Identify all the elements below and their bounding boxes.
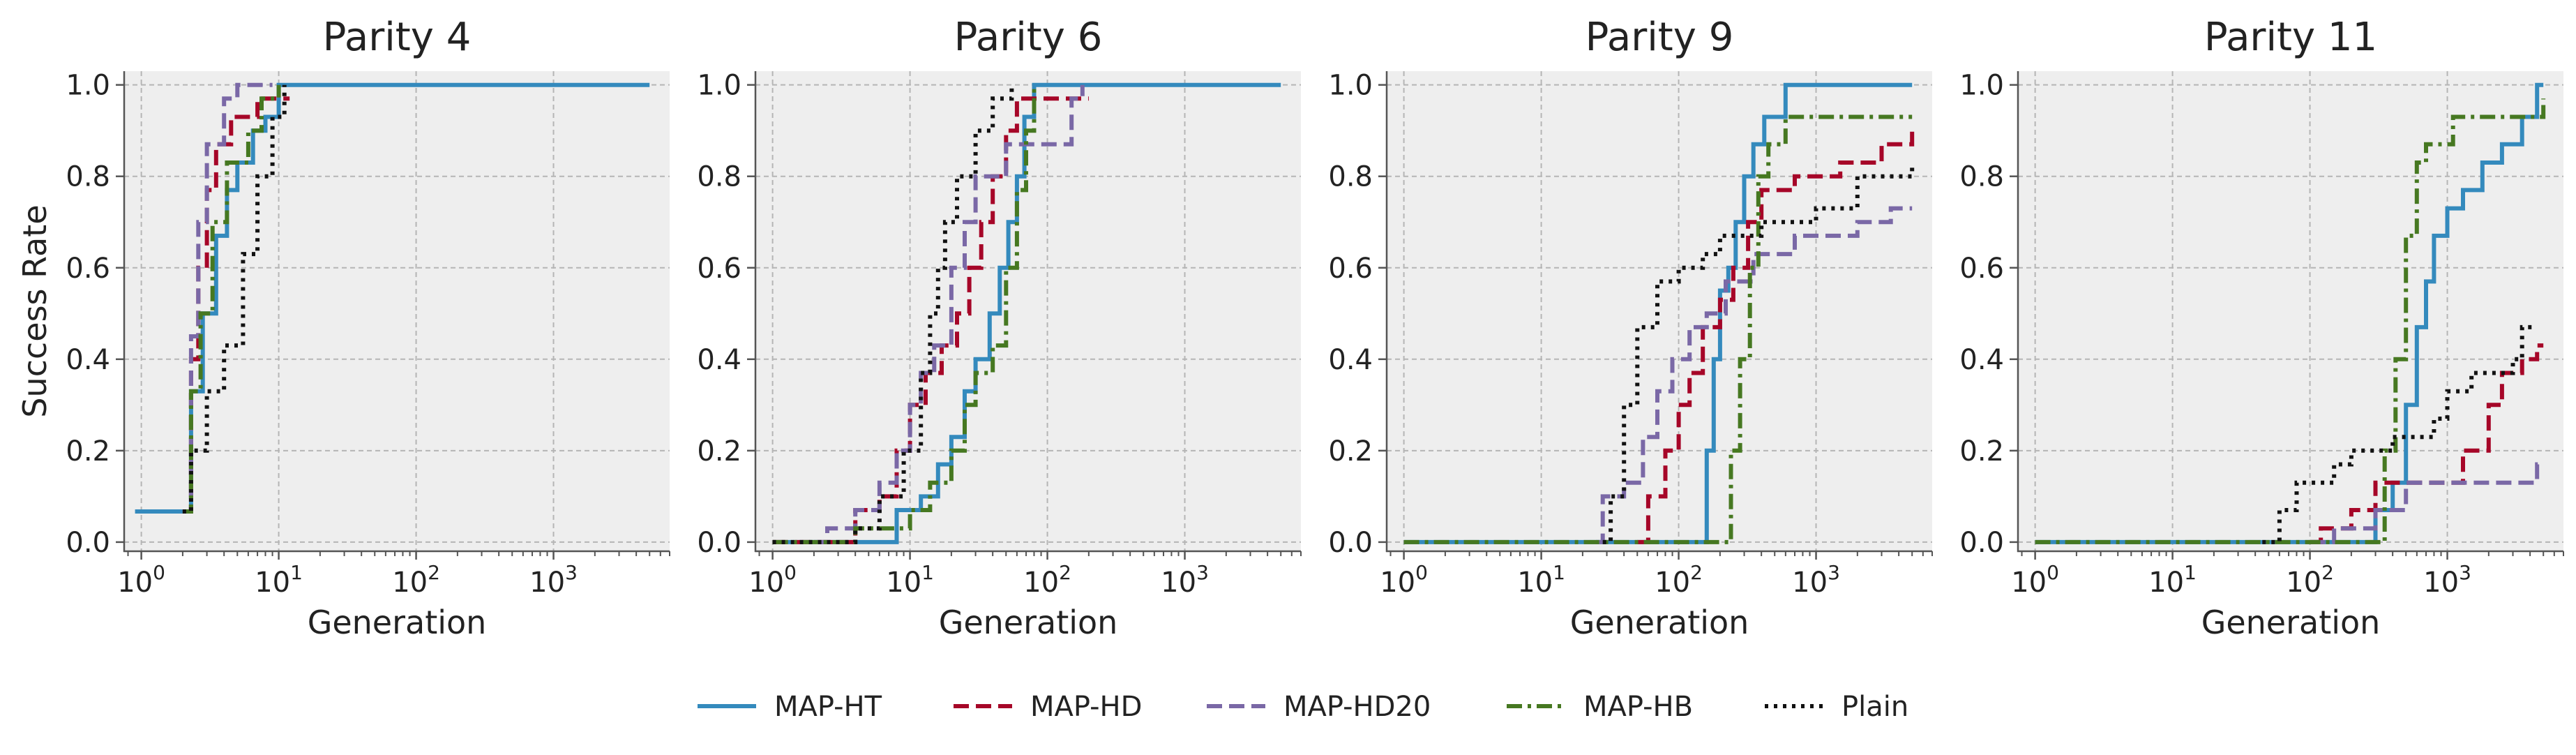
series-line-plain bbox=[772, 84, 1014, 544]
x-tick-label: 102 bbox=[1655, 561, 1703, 599]
y-tick-label: 0.0 bbox=[1959, 527, 2004, 559]
legend-label: MAP-HT bbox=[774, 691, 882, 723]
panel-4: 0.0 0.2 0.4 0.6 0.8 1.0 100 101 102 103 Parity 11 G… bbox=[1959, 15, 2564, 641]
x-tick-label: 102 bbox=[2286, 561, 2334, 599]
y-tick-label: 0.4 bbox=[1959, 344, 2004, 376]
series-line-map-ht bbox=[2035, 82, 2544, 544]
y-tick-label: 0.4 bbox=[1328, 344, 1373, 376]
y-tick-label: 0.2 bbox=[1959, 435, 2004, 468]
x-tick-label: 100 bbox=[1380, 561, 1428, 599]
x-tick-label: 102 bbox=[392, 561, 440, 599]
series-line-map-hb bbox=[1403, 114, 1913, 544]
panel-3: 0.0 0.2 0.4 0.6 0.8 1.0 100 101 102 103 Parity 9 Ge… bbox=[1328, 15, 1933, 641]
series-line-map-hb bbox=[182, 84, 281, 514]
y-tick-label: 0.8 bbox=[66, 161, 110, 193]
series-line-map-hb bbox=[2035, 98, 2546, 544]
y-tick-label: 0.2 bbox=[1328, 435, 1373, 468]
legend-label: MAP-HB bbox=[1583, 691, 1693, 723]
series-line-map-hd20 bbox=[1596, 206, 1913, 544]
x-tick-label: 101 bbox=[1517, 561, 1565, 599]
chart-panels: 0.0 0.2 0.4 0.6 0.8 1.0 100 101 102 103 Parity 4 Ge… bbox=[16, 15, 2564, 641]
series-line-map-hd bbox=[1637, 130, 1915, 544]
legend-item-map-hd: MAP-HD bbox=[954, 691, 1142, 723]
panel-1: 0.0 0.2 0.4 0.6 0.8 1.0 100 101 102 103 Parity 4 Ge… bbox=[16, 15, 670, 641]
series-line-map-hd20 bbox=[2310, 462, 2544, 544]
legend: MAP-HT MAP-HD MAP-HD20 MAP-HB Plain bbox=[698, 691, 1908, 723]
panel-title: Parity 4 bbox=[323, 15, 472, 60]
y-tick-label: 0.4 bbox=[66, 344, 110, 376]
series-line-plain bbox=[2262, 324, 2538, 544]
series-group bbox=[772, 82, 1281, 544]
x-tick-label: 103 bbox=[1161, 561, 1209, 599]
gridlines bbox=[124, 71, 670, 551]
legend-label: Plain bbox=[1841, 691, 1908, 723]
legend-label: MAP-HD bbox=[1030, 691, 1142, 723]
legend-label: MAP-HD20 bbox=[1283, 691, 1431, 723]
x-tick-label: 103 bbox=[2423, 561, 2471, 599]
plot-area bbox=[1387, 71, 1932, 551]
x-axis-label: Generation bbox=[939, 604, 1118, 641]
series-line-map-hd20 bbox=[182, 82, 273, 514]
y-tick-label: 0.6 bbox=[697, 253, 741, 285]
y-tick-label: 0.0 bbox=[66, 527, 110, 559]
x-tick-label: 102 bbox=[1023, 561, 1071, 599]
x-axis-label: Generation bbox=[2201, 604, 2381, 641]
y-tick-label: 1.0 bbox=[66, 70, 110, 102]
x-tick-label: 100 bbox=[2011, 561, 2059, 599]
series-line-plain bbox=[182, 84, 287, 514]
y-tick-label: 1.0 bbox=[1959, 70, 2004, 102]
panel-title: Parity 9 bbox=[1585, 15, 1734, 60]
y-tick-label: 0.6 bbox=[1959, 253, 2004, 285]
x-tick-label: 100 bbox=[748, 561, 797, 599]
series-line-map-ht bbox=[772, 82, 1281, 544]
legend-item-map-hd20: MAP-HD20 bbox=[1207, 691, 1431, 723]
y-tick-label: 0.8 bbox=[1328, 161, 1373, 193]
panel-2: 0.0 0.2 0.4 0.6 0.8 1.0 100 101 102 103 Parity 6 Ge… bbox=[697, 15, 1302, 641]
panel-title: Parity 6 bbox=[954, 15, 1103, 60]
legend-item-map-ht: MAP-HT bbox=[698, 691, 882, 723]
y-tick-label: 0.2 bbox=[697, 435, 741, 468]
series-group bbox=[1403, 82, 1915, 544]
y-tick-label: 1.0 bbox=[697, 70, 741, 102]
y-tick-label: 0.8 bbox=[697, 161, 741, 193]
y-tick-label: 1.0 bbox=[1328, 70, 1373, 102]
x-tick-label: 103 bbox=[1792, 561, 1840, 599]
y-tick-label: 0.0 bbox=[697, 527, 741, 559]
series-group bbox=[135, 82, 650, 514]
y-tick-label: 0.6 bbox=[1328, 253, 1373, 285]
series-line-plain bbox=[1602, 163, 1915, 544]
x-tick-label: 100 bbox=[117, 561, 165, 599]
x-tick-label: 101 bbox=[886, 561, 934, 599]
y-tick-label: 0.2 bbox=[66, 435, 110, 468]
y-tick-label: 0.0 bbox=[1328, 527, 1373, 559]
x-axis-label: Generation bbox=[1570, 604, 1749, 641]
x-tick-label: 101 bbox=[2148, 561, 2197, 599]
y-axis-label: Success Rate bbox=[16, 204, 54, 417]
series-group bbox=[2035, 82, 2546, 544]
panel-title: Parity 11 bbox=[2204, 15, 2377, 60]
y-tick-label: 0.6 bbox=[66, 253, 110, 285]
series-line-map-ht bbox=[1403, 82, 1913, 544]
legend-item-plain: Plain bbox=[1765, 691, 1908, 723]
y-tick-label: 0.4 bbox=[697, 344, 741, 376]
x-tick-label: 101 bbox=[255, 561, 303, 599]
x-tick-label: 103 bbox=[529, 561, 578, 599]
x-axis-label: Generation bbox=[308, 604, 487, 641]
legend-item-map-hb: MAP-HB bbox=[1507, 691, 1693, 723]
series-line-map-hd20 bbox=[813, 84, 1085, 544]
plot-area bbox=[2018, 71, 2563, 551]
y-tick-label: 0.8 bbox=[1959, 161, 2004, 193]
